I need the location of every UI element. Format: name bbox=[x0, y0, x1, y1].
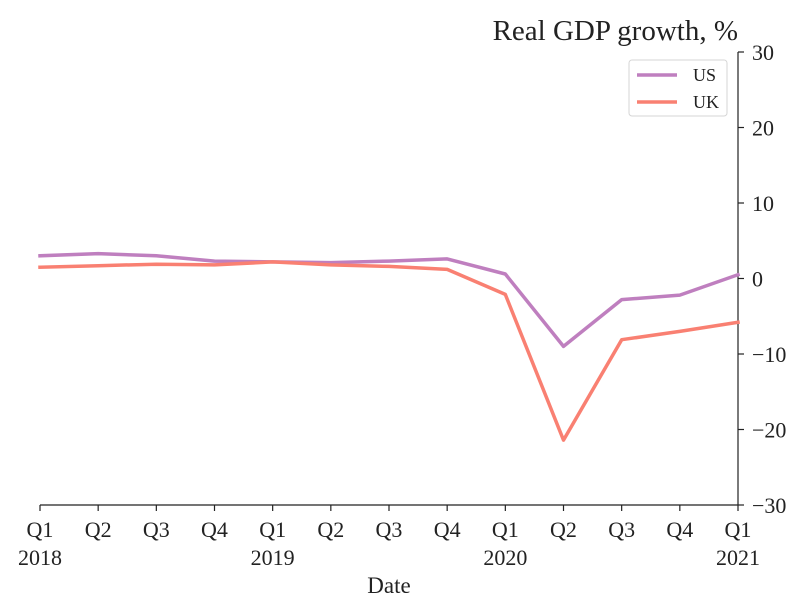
y-tick-label: −30 bbox=[752, 493, 786, 518]
series-line-uk bbox=[38, 260, 740, 442]
x-tick-label: Q3 bbox=[143, 517, 170, 542]
x-tick-year-label: 2021 bbox=[716, 545, 760, 570]
x-tick-label: Q2 bbox=[85, 517, 112, 542]
x-tick-label: Q3 bbox=[608, 517, 635, 542]
x-tick-label: Q2 bbox=[550, 517, 577, 542]
x-tick-year-label: 2019 bbox=[251, 545, 295, 570]
chart-title: Real GDP growth, % bbox=[493, 15, 738, 47]
x-tick-year-label: 2020 bbox=[483, 545, 527, 570]
y-tick-label: −10 bbox=[752, 342, 786, 367]
y-tick-label: 20 bbox=[752, 116, 774, 141]
legend-label-uk: UK bbox=[693, 92, 719, 112]
y-tick-label: 10 bbox=[752, 191, 774, 216]
x-tick-label: Q4 bbox=[666, 517, 693, 542]
x-tick-year-label: 2018 bbox=[18, 545, 62, 570]
x-tick-label: Q1 bbox=[492, 517, 519, 542]
x-ticks: Q1 Q2 Q3 Q4 Q1 Q2 Q3 Q4 Q1 Q2 Q3 Q4 Q1 2018 2019 2020 20… bbox=[18, 505, 760, 570]
y-tick-label: 30 bbox=[752, 40, 774, 65]
x-tick-label: Q2 bbox=[317, 517, 344, 542]
y-tick-label: 0 bbox=[752, 267, 763, 292]
x-tick-label: Q1 bbox=[27, 517, 54, 542]
x-axis-label: Date bbox=[367, 573, 410, 598]
axes bbox=[40, 52, 739, 506]
y-tick-label: −20 bbox=[752, 418, 786, 443]
x-tick-label: Q4 bbox=[434, 517, 461, 542]
legend-label-us: US bbox=[693, 65, 716, 85]
legend: US UK bbox=[628, 59, 728, 117]
x-tick-label: Q1 bbox=[259, 517, 286, 542]
series-lines bbox=[38, 251, 741, 442]
x-tick-label: Q3 bbox=[376, 517, 403, 542]
x-tick-label: Q4 bbox=[201, 517, 228, 542]
y-ticks: 30 20 10 0 −10 −20 −30 bbox=[738, 40, 786, 518]
x-tick-label: Q1 bbox=[725, 517, 752, 542]
series-line-us bbox=[38, 251, 741, 349]
